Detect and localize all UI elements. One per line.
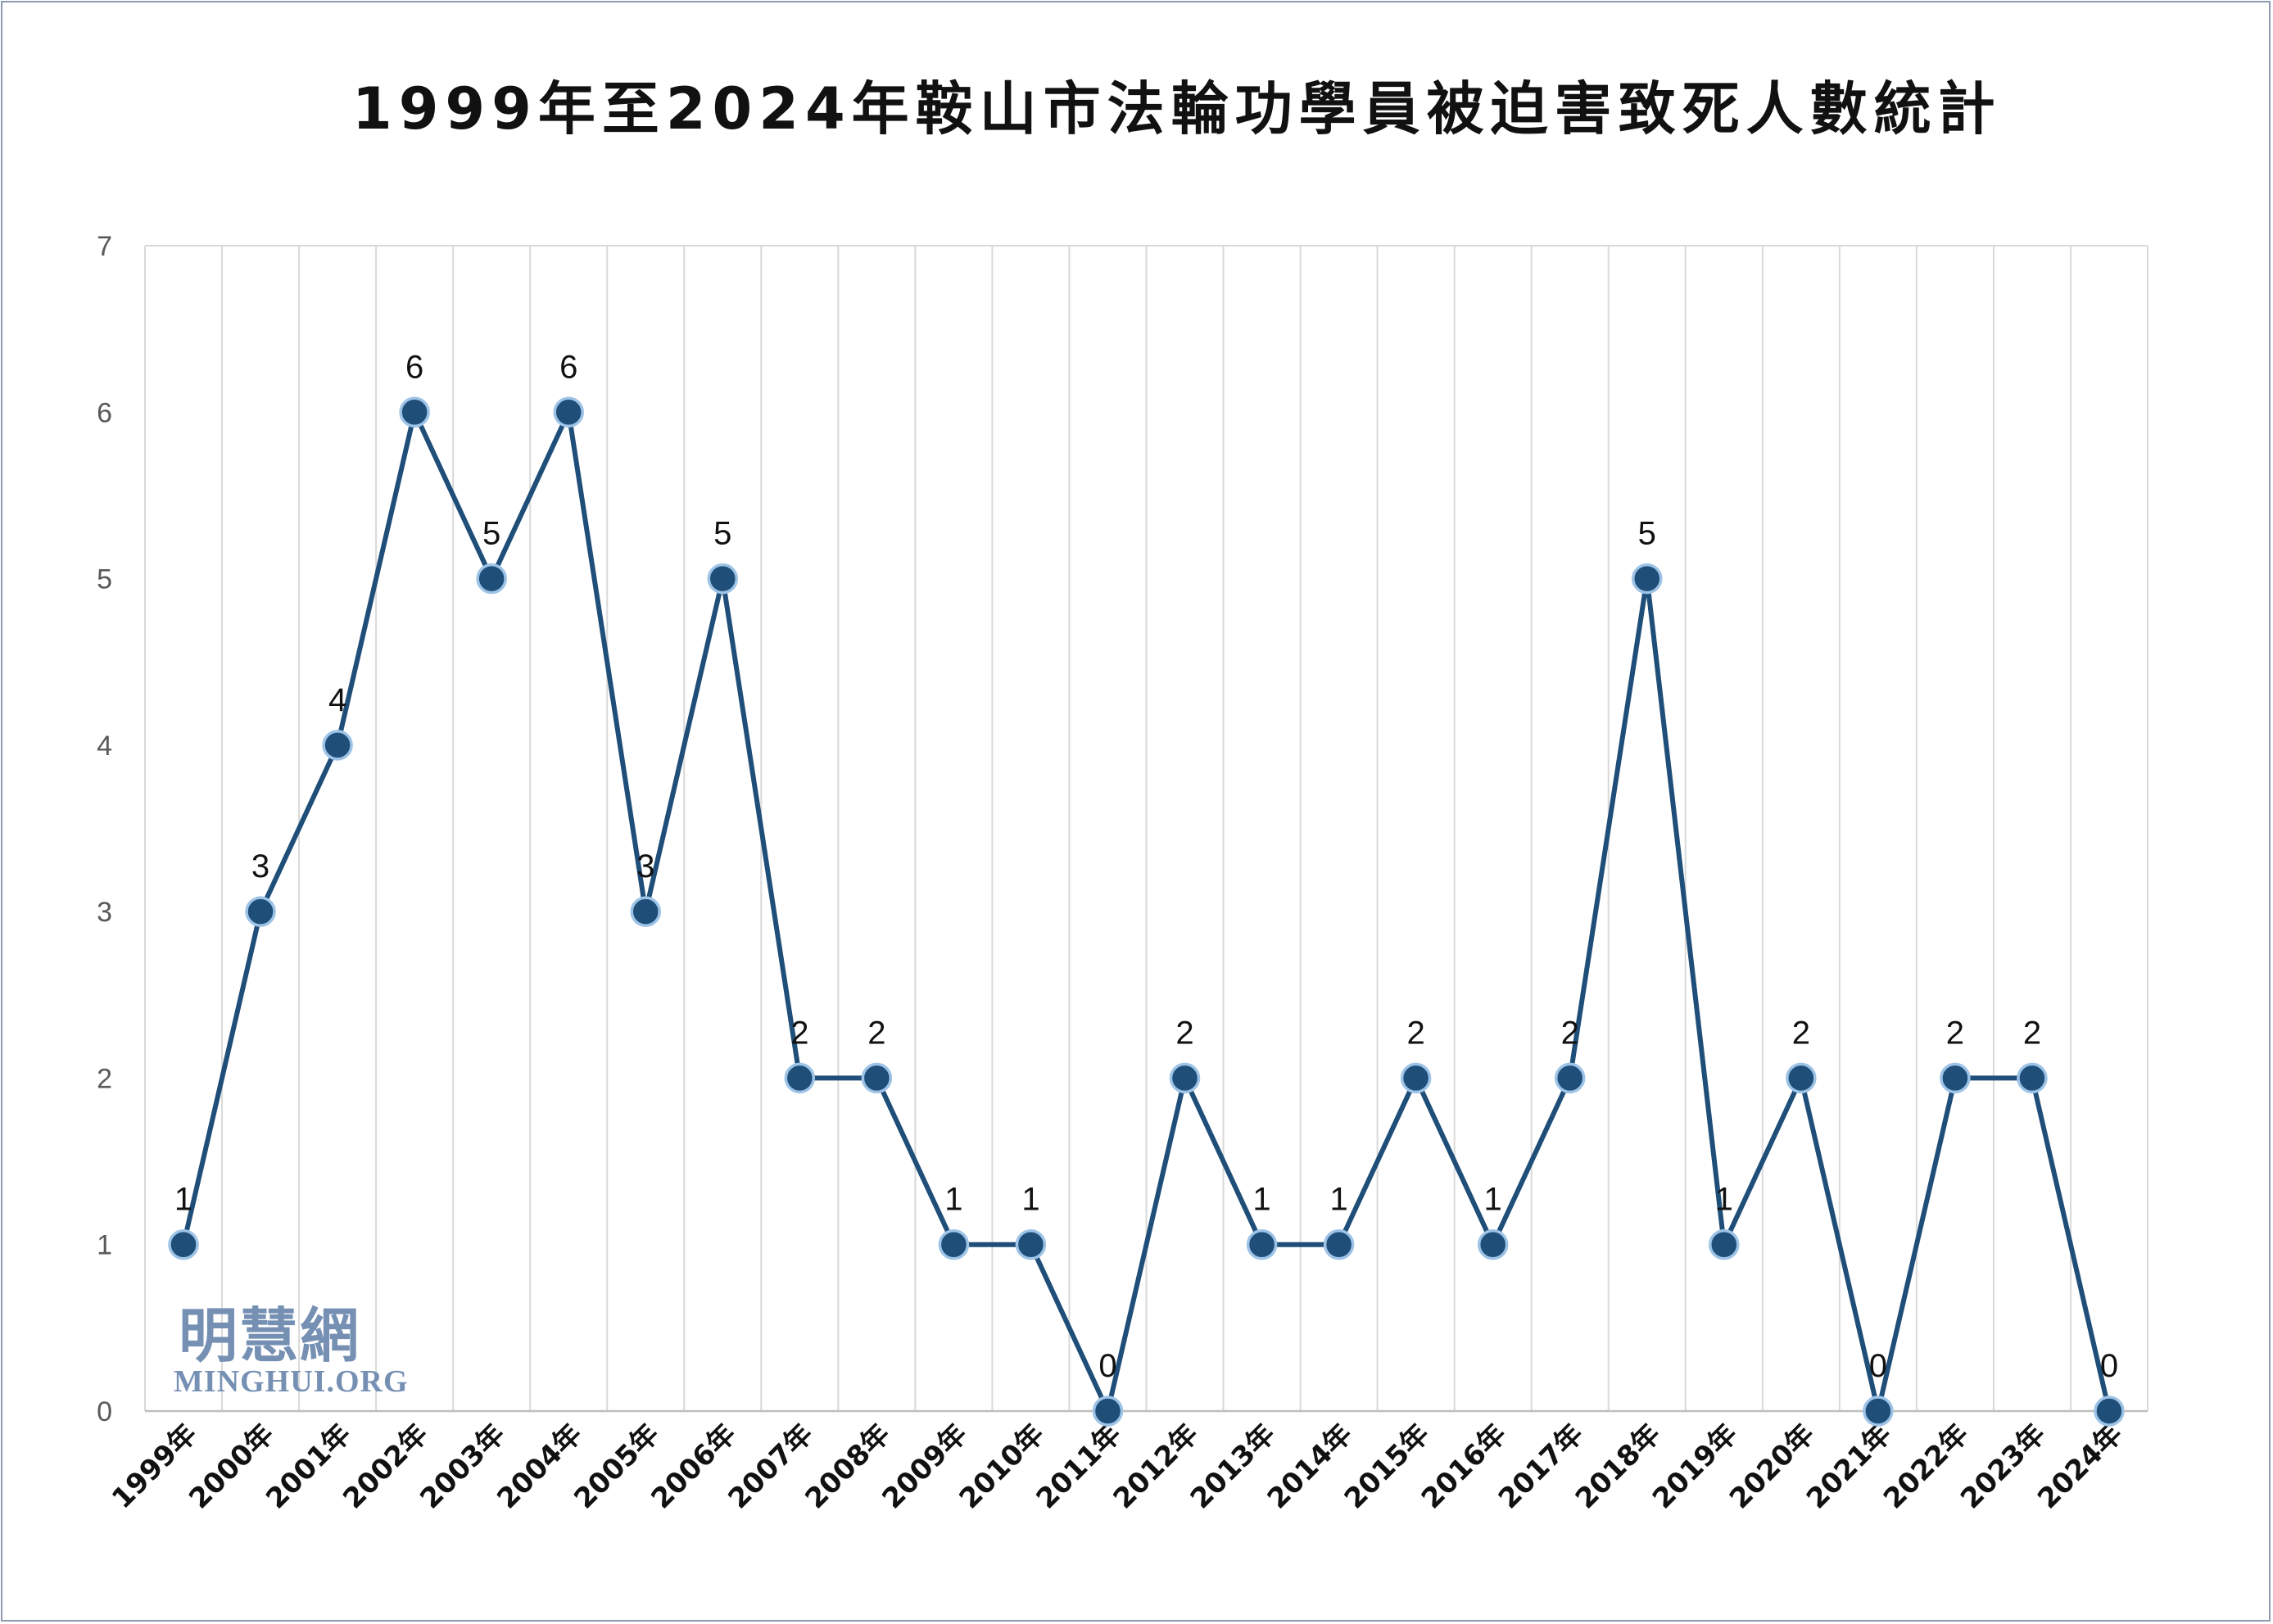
x-tick-label: 2021年 xyxy=(1800,1418,1898,1515)
data-label: 1 xyxy=(1329,1182,1347,1218)
data-point-marker xyxy=(1554,1062,1586,1094)
data-label: 2 xyxy=(1792,1015,1810,1051)
data-label: 1 xyxy=(1715,1182,1733,1218)
x-tick-label: 2015年 xyxy=(1338,1418,1436,1515)
data-label: 3 xyxy=(251,848,269,884)
x-tick-label: 1999年 xyxy=(106,1418,203,1515)
x-tick-label: 2005年 xyxy=(568,1418,665,1515)
x-tick-label: 2000年 xyxy=(183,1418,280,1515)
data-point-marker xyxy=(322,730,353,761)
data-point-marker xyxy=(1632,563,1663,595)
data-point-marker xyxy=(1400,1062,1432,1094)
data-label: 5 xyxy=(1638,516,1656,552)
data-label: 1 xyxy=(1021,1182,1039,1218)
data-point-marker xyxy=(245,896,276,927)
watermark-chinese: 明慧網 xyxy=(179,1301,361,1370)
data-label: 1 xyxy=(944,1182,962,1218)
x-tick-label: 2007年 xyxy=(722,1418,819,1515)
chart-title: 1999年至2024年鞍山市法輪功學員被迫害致死人數統計 xyxy=(352,75,2002,142)
x-tick-label: 2014年 xyxy=(1261,1418,1359,1515)
x-tick-label: 2022年 xyxy=(1877,1418,1975,1515)
x-tick-label: 2004年 xyxy=(491,1418,588,1515)
data-label: 2 xyxy=(1175,1015,1193,1051)
x-tick-label: 2019年 xyxy=(1646,1418,1744,1515)
data-label: 2 xyxy=(1946,1015,1964,1051)
data-point-marker xyxy=(1477,1228,1509,1260)
x-tick-label: 2020年 xyxy=(1723,1418,1821,1515)
x-tick-label: 2009年 xyxy=(876,1418,974,1515)
data-point-marker xyxy=(784,1062,816,1094)
x-tick-label: 2024年 xyxy=(2031,1418,2129,1515)
data-label: 2 xyxy=(790,1015,808,1051)
y-tick-label: 4 xyxy=(97,731,112,762)
x-tick-label: 2002年 xyxy=(337,1418,434,1515)
y-tick-labels: 0 1 2 3 4 5 6 7 xyxy=(97,231,112,1427)
x-tick-label: 2001年 xyxy=(260,1418,357,1515)
data-point-marker xyxy=(1786,1062,1817,1094)
x-tick-label: 2006年 xyxy=(645,1418,742,1515)
data-label: 2 xyxy=(867,1015,885,1051)
data-label: 4 xyxy=(328,682,346,718)
data-point-marker xyxy=(168,1228,199,1260)
data-label: 1 xyxy=(1484,1182,1502,1218)
axes xyxy=(145,245,2148,1413)
data-point-marker xyxy=(1709,1228,1740,1260)
x-tick-label: 2013年 xyxy=(1184,1418,1282,1515)
series-markers xyxy=(168,396,2125,1427)
data-point-marker xyxy=(707,563,739,595)
data-point-marker xyxy=(630,896,661,927)
series-polyline xyxy=(181,409,2112,1414)
data-label: 2 xyxy=(1407,1015,1425,1051)
data-point-marker xyxy=(553,396,584,428)
y-tick-label: 1 xyxy=(97,1230,112,1261)
y-tick-label: 0 xyxy=(97,1396,112,1427)
data-point-marker xyxy=(2017,1062,2048,1094)
data-point-marker xyxy=(1940,1062,1971,1094)
watermark-english: MINGHUI.ORG xyxy=(174,1364,409,1399)
y-tick-label: 5 xyxy=(97,564,112,595)
y-tick-label: 7 xyxy=(97,231,112,262)
x-tick-label: 2010年 xyxy=(953,1418,1051,1515)
x-tick-label: 2011年 xyxy=(1030,1418,1128,1515)
data-point-marker xyxy=(1015,1228,1047,1260)
x-tick-label: 2008年 xyxy=(799,1418,896,1515)
x-tick-label: 2016年 xyxy=(1415,1418,1513,1515)
data-label: 3 xyxy=(636,848,654,884)
data-label: 6 xyxy=(405,349,423,385)
data-label: 5 xyxy=(482,516,500,552)
data-label: 2 xyxy=(1561,1015,1579,1051)
data-label: 1 xyxy=(174,1182,192,1218)
data-label: 2 xyxy=(2023,1015,2041,1051)
data-label: 0 xyxy=(1098,1348,1116,1384)
data-label: 1 xyxy=(1252,1182,1270,1218)
data-labels: 1 3 4 6 5 6 3 5 2 2 1 1 0 2 1 1 2 1 2 5 1 2 0 2 2 0 xyxy=(174,349,2118,1384)
data-point-marker xyxy=(861,1062,893,1094)
x-tick-label: 2012年 xyxy=(1107,1418,1205,1515)
data-point-marker xyxy=(1246,1228,1278,1260)
data-point-marker xyxy=(1323,1228,1355,1260)
data-point-marker xyxy=(476,563,507,595)
x-tick-label: 2003年 xyxy=(414,1418,511,1515)
data-point-marker xyxy=(399,396,430,428)
data-label: 0 xyxy=(2100,1348,2118,1384)
data-point-marker xyxy=(1863,1396,1894,1427)
series-line xyxy=(181,409,2112,1414)
x-tick-label: 2018年 xyxy=(1569,1418,1667,1515)
y-tick-label: 3 xyxy=(97,897,112,928)
y-tick-label: 2 xyxy=(97,1063,112,1094)
data-point-marker xyxy=(1169,1062,1201,1094)
data-label: 6 xyxy=(559,349,577,385)
gridlines xyxy=(144,246,2148,1411)
x-tick-label: 2017年 xyxy=(1492,1418,1590,1515)
data-point-marker xyxy=(1092,1396,1124,1427)
data-label: 0 xyxy=(1869,1348,1887,1384)
x-tick-labels: 1999年2000年2001年2002年2003年2004年2005年2006年… xyxy=(106,1418,2129,1515)
data-point-marker xyxy=(2094,1396,2125,1427)
x-tick-label: 2023年 xyxy=(1954,1418,2052,1515)
data-point-marker xyxy=(938,1228,970,1260)
y-tick-label: 6 xyxy=(97,397,112,428)
data-label: 5 xyxy=(713,516,731,552)
